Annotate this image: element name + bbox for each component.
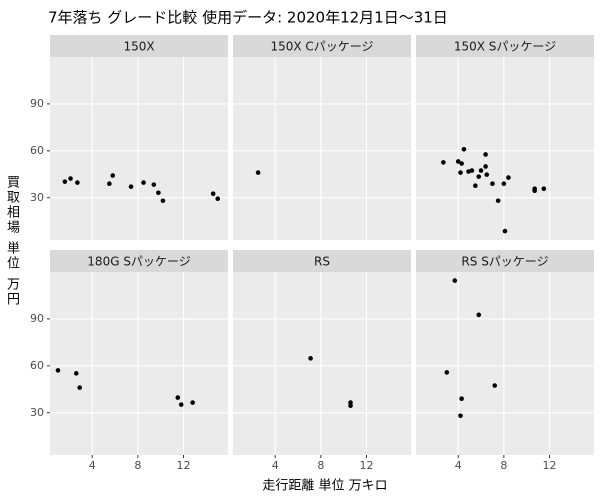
point <box>308 356 313 361</box>
point <box>156 190 161 196</box>
panel-title: 150X Cパッケージ <box>270 40 373 54</box>
x-tick-label: 8 <box>134 459 141 472</box>
point <box>455 159 461 164</box>
x-axis-label: 走行距離 単位 万キロ <box>262 478 387 494</box>
point <box>476 174 482 179</box>
point <box>107 181 112 186</box>
x-tick-label: 12 <box>360 459 374 472</box>
point <box>473 183 478 189</box>
y-tick-label: 90 <box>30 312 44 325</box>
point <box>160 198 166 204</box>
point <box>55 368 61 373</box>
point <box>532 188 537 194</box>
strip <box>233 250 411 272</box>
panel-background <box>233 57 411 240</box>
x-tick-label: 12 <box>543 459 557 472</box>
panel-background <box>233 272 411 455</box>
point <box>348 403 353 409</box>
point <box>75 180 80 185</box>
y-tick-label: 60 <box>30 359 44 372</box>
point <box>492 383 498 388</box>
point <box>483 152 488 157</box>
point <box>77 385 82 390</box>
point <box>73 371 79 376</box>
panel-title: 180G Sパッケージ <box>87 255 190 269</box>
point <box>484 172 490 177</box>
point <box>141 180 146 185</box>
point <box>495 198 501 204</box>
panel-background <box>50 272 228 455</box>
strip <box>416 250 594 272</box>
point <box>255 170 261 175</box>
x-tick-label: 4 <box>455 459 462 472</box>
panel-title: 150X Sパッケージ <box>454 40 556 54</box>
strip <box>233 35 411 57</box>
point <box>506 175 511 180</box>
strip <box>416 35 594 57</box>
point <box>110 173 116 178</box>
y-tick-label: 60 <box>30 144 44 157</box>
point <box>68 176 73 181</box>
point <box>502 228 508 234</box>
panel-background <box>50 57 228 240</box>
strip <box>50 250 228 272</box>
chart-title: 7年落ち グレード比較 使用データ: 2020年12月1日～31日 <box>48 9 448 27</box>
panel-background <box>416 57 594 240</box>
x-tick-label: 8 <box>317 459 324 472</box>
point <box>476 312 482 318</box>
point <box>458 413 463 419</box>
point <box>501 181 507 186</box>
point <box>459 161 464 166</box>
x-tick-label: 4 <box>272 459 279 472</box>
point <box>452 278 458 283</box>
point <box>215 196 221 202</box>
x-tick-label: 12 <box>177 459 191 472</box>
x-tick-label: 8 <box>500 459 507 472</box>
point <box>490 181 495 186</box>
point <box>128 184 134 189</box>
point <box>469 168 475 173</box>
point <box>151 182 157 187</box>
point <box>541 186 547 191</box>
panel-background <box>416 272 594 455</box>
point <box>178 402 184 407</box>
point <box>461 146 467 152</box>
point <box>483 164 488 169</box>
point <box>478 168 484 173</box>
strip <box>50 35 228 57</box>
point <box>441 160 446 165</box>
x-tick-label: 4 <box>89 459 96 472</box>
point <box>175 395 181 400</box>
y-tick-label: 30 <box>30 191 44 204</box>
point <box>459 396 464 401</box>
point <box>458 170 463 175</box>
point <box>210 191 216 197</box>
y-tick-label: 90 <box>30 97 44 110</box>
point <box>190 400 195 405</box>
panel-title: 150X <box>123 40 154 54</box>
point <box>62 179 68 184</box>
y-tick-label: 30 <box>30 406 44 419</box>
y-axis-label: 買取相場 単位 万円 <box>4 175 19 308</box>
panel-title: RS Sパッケージ <box>461 255 548 269</box>
point <box>444 370 450 375</box>
panel-title: RS <box>314 255 330 269</box>
